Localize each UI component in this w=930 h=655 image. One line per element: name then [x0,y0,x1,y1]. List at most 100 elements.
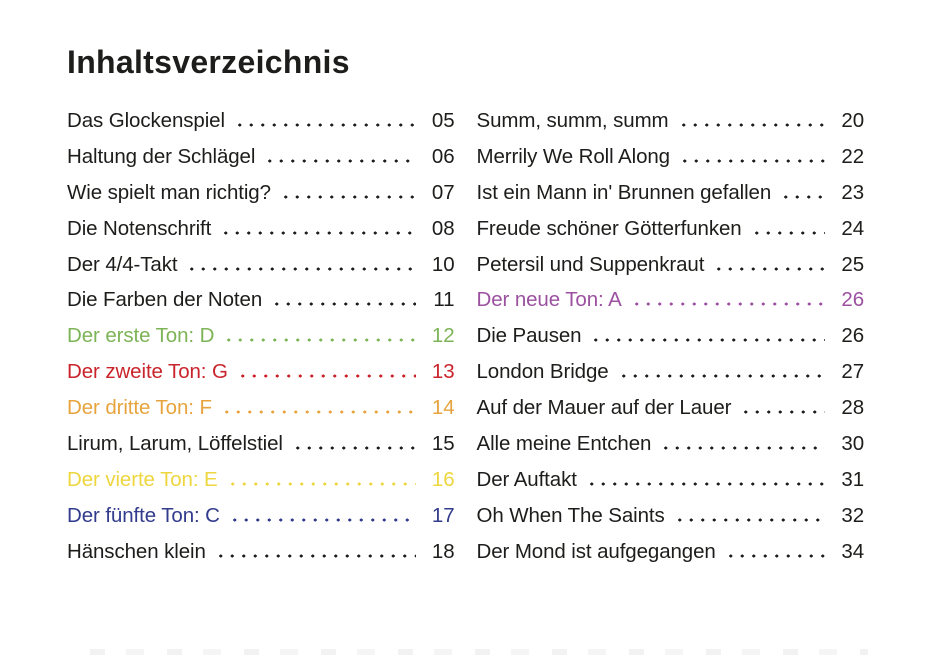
toc-entry-label: Alle meine Entchen [476,432,652,456]
toc-entry-page: 20 [841,109,864,132]
toc-entry: Alle meine Entchen 30 [477,426,865,462]
toc-entry: Summ, summ, summ 20 [477,103,865,139]
toc-entry-page: 14 [431,396,455,420]
dot-leader [673,517,825,522]
dot-leader [750,230,825,235]
toc-entry: Der fünfte Ton: C 17 [67,498,455,534]
toc-entry-page: 32 [841,503,864,527]
toc-entry: Lirum, Larum, Löffelstiel 15 [67,426,455,462]
dot-leader [223,338,416,343]
toc-entry-page: 08 [431,216,455,240]
dot-leader [228,517,416,522]
table-of-contents: Das Glockenspiel 05 Haltung der Schlägel 0… [67,103,864,570]
dot-leader [220,410,416,415]
dot-leader [590,338,825,343]
dot-leader [291,446,416,451]
toc-entry-page: 31 [841,467,864,491]
toc-entry: London Bridge 27 [477,354,865,390]
toc-entry: Petersil und Suppenkraut 25 [477,247,865,283]
toc-entry-page: 07 [431,180,455,204]
toc-entry: Das Glockenspiel 05 [67,103,455,139]
dot-leader [630,302,825,307]
dot-leader [740,410,825,415]
dot-leader [677,123,825,127]
dot-leader [186,266,416,271]
toc-entry: Wie spielt man richtig? 07 [67,175,455,211]
dot-leader [226,481,416,486]
toc-entry-page: 17 [431,503,455,527]
toc-entry: Auf der Mauer auf der Lauer 28 [477,390,865,426]
toc-entry-page: 11 [433,288,455,312]
toc-entry: Freude schöner Götterfunken 24 [477,211,865,247]
toc-entry-page: 13 [431,360,455,384]
toc-entry-label: Der fünfte Ton: C [67,503,220,527]
toc-entry-page: 26 [841,324,864,348]
toc-entry: Oh When The Saints 32 [477,498,865,534]
toc-entry-page: 26 [841,288,864,312]
dot-leader [271,302,416,307]
toc-entry: Merrily We Roll Along 22 [477,139,865,175]
dot-leader [236,374,416,379]
dot-leader [617,374,825,379]
toc-entry-label: Hänschen klein [67,539,206,563]
toc-entry-page: 06 [431,144,455,168]
toc-entry-label: Oh When The Saints [476,503,665,527]
toc-entry-label: Das Glockenspiel [67,109,225,132]
toc-entry-page: 28 [841,396,864,420]
toc-entry: Der 4/4-Takt 10 [67,247,455,283]
dot-leader [780,194,825,199]
toc-entry-label: Lirum, Larum, Löffelstiel [67,432,283,456]
dot-leader [279,194,416,199]
toc-entry-label: Der Mond ist aufgegangen [476,539,716,563]
toc-entry: Der zweite Ton: G 13 [67,354,455,390]
toc-entry: Der erste Ton: D 12 [67,318,455,354]
toc-entry-label: Der Auftakt [476,467,577,491]
toc-entry-label: Wie spielt man richtig? [67,180,271,204]
toc-entry-page: 25 [841,252,864,276]
toc-entry: Haltung der Schlägel 06 [67,139,455,175]
dot-leader [233,123,416,127]
toc-entry: Die Pausen 26 [477,318,865,354]
toc-entry: Der dritte Ton: F 14 [67,390,455,426]
page-title: Inhaltsverzeichnis [67,44,350,80]
toc-entry-label: Der 4/4-Takt [67,252,178,276]
toc-entry-label: Freude schöner Götterfunken [476,216,742,240]
toc-entry-label: Der erste Ton: D [67,324,215,348]
toc-entry: Hänschen klein 18 [67,534,455,570]
toc-entry-page: 12 [431,324,455,348]
toc-entry-page: 34 [841,539,864,563]
toc-entry-label: Der dritte Ton: F [67,396,212,420]
toc-entry-label: Merrily We Roll Along [476,144,671,168]
toc-entry-label: Die Pausen [476,324,582,348]
toc-entry-label: London Bridge [476,360,609,384]
dot-leader [585,481,825,486]
toc-entry: Der neue Ton: A 26 [477,282,865,318]
toc-column-left: Das Glockenspiel 05 Haltung der Schlägel 0… [67,103,455,570]
toc-entry-label: Der zweite Ton: G [67,360,228,384]
toc-entry-label: Die Notenschrift [67,216,212,240]
toc-entry-page: 05 [431,109,455,132]
toc-entry-page: 24 [841,216,864,240]
dot-leader [214,553,416,558]
dot-leader [678,158,825,163]
toc-entry-label: Die Farben der Noten [67,288,263,312]
dot-leader [660,446,825,451]
toc-entry-label: Ist ein Mann in' Brunnen gefallen [476,180,772,204]
toc-entry: Der Auftakt 31 [477,462,865,498]
toc-entry-label: Auf der Mauer auf der Lauer [476,396,732,420]
dot-leader [220,230,416,235]
toc-entry-page: 16 [431,467,455,491]
toc-entry: Die Farben der Noten 11 [67,282,455,318]
toc-entry-label: Summ, summ, summ [476,109,669,132]
toc-entry: Die Notenschrift 08 [67,211,455,247]
toc-column-right: Summ, summ, summ 20 Merrily We Roll Along… [477,103,865,570]
toc-entry-label: Petersil und Suppenkraut [476,252,705,276]
toc-entry-page: 22 [841,144,864,168]
dot-leader [724,553,825,558]
toc-entry-page: 10 [431,252,455,276]
toc-entry-page: 30 [841,432,864,456]
toc-entry-page: 23 [841,180,864,204]
toc-entry-label: Haltung der Schlägel [67,144,256,168]
toc-entry-page: 27 [841,360,864,384]
